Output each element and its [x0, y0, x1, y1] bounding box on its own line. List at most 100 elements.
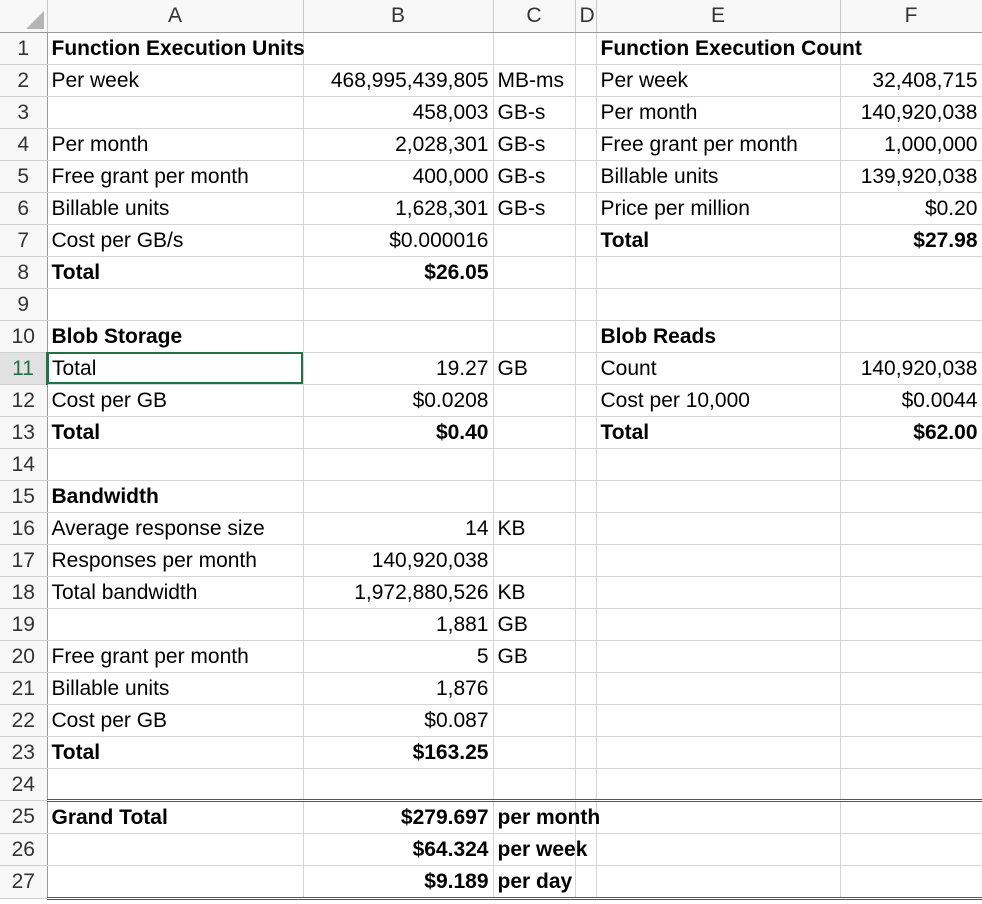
cell-c[interactable]: [493, 384, 576, 417]
row-header[interactable]: 21: [0, 672, 48, 705]
cell-b[interactable]: [303, 448, 494, 481]
cell-e[interactable]: Per month: [596, 96, 841, 129]
cell-c[interactable]: MB-ms: [493, 64, 576, 97]
cell-d[interactable]: [575, 576, 597, 609]
cell-b[interactable]: $64.324: [303, 833, 494, 866]
row-header[interactable]: 13: [0, 416, 48, 449]
cell-f[interactable]: [840, 608, 982, 641]
cell-c[interactable]: GB-s: [493, 96, 576, 129]
cell-e[interactable]: [596, 608, 841, 641]
cell-a[interactable]: Total: [47, 736, 304, 769]
cell-f[interactable]: 139,920,038: [840, 160, 982, 193]
cell-d[interactable]: [575, 480, 597, 513]
cell-b[interactable]: [303, 288, 494, 321]
row-header[interactable]: 7: [0, 224, 48, 257]
cell-f[interactable]: [840, 768, 982, 802]
cell-c[interactable]: GB-s: [493, 128, 576, 161]
cell-a[interactable]: Average response size: [47, 512, 304, 545]
cell-f[interactable]: [840, 320, 982, 353]
cell-a[interactable]: Responses per month: [47, 544, 304, 577]
cell-e[interactable]: Per week: [596, 64, 841, 97]
cell-c[interactable]: GB: [493, 608, 576, 641]
cell-a[interactable]: Total: [47, 416, 304, 449]
column-header-f[interactable]: F: [840, 0, 982, 33]
select-all-corner[interactable]: [0, 0, 48, 33]
cell-d[interactable]: [575, 64, 597, 97]
cell-c[interactable]: [493, 32, 576, 65]
cell-b[interactable]: [303, 480, 494, 513]
cell-d[interactable]: [575, 352, 597, 385]
row-header[interactable]: 16: [0, 512, 48, 545]
row-header[interactable]: 26: [0, 833, 48, 866]
cell-d[interactable]: [575, 256, 597, 289]
cell-a[interactable]: [47, 833, 304, 866]
cell-d[interactable]: [575, 160, 597, 193]
row-header[interactable]: 2: [0, 64, 48, 97]
cell-a[interactable]: Cost per GB: [47, 704, 304, 737]
column-header-c[interactable]: C: [493, 0, 576, 33]
cell-a[interactable]: [47, 448, 304, 481]
cell-c[interactable]: GB-s: [493, 192, 576, 225]
column-header-a[interactable]: A: [47, 0, 304, 33]
cell-b[interactable]: 1,972,880,526: [303, 576, 494, 609]
cell-e[interactable]: [596, 576, 841, 609]
cell-a[interactable]: Free grant per month: [47, 160, 304, 193]
cell-b[interactable]: 1,876: [303, 672, 494, 705]
cell-e[interactable]: [596, 865, 841, 900]
cell-b[interactable]: $0.087: [303, 704, 494, 737]
cell-c[interactable]: [493, 672, 576, 705]
column-header-b[interactable]: B: [303, 0, 494, 33]
cell-c[interactable]: KB: [493, 576, 576, 609]
row-header[interactable]: 15: [0, 480, 48, 513]
cell-a[interactable]: Cost per GB/s: [47, 224, 304, 257]
row-header[interactable]: 9: [0, 288, 48, 321]
cell-f[interactable]: 140,920,038: [840, 96, 982, 129]
cell-c[interactable]: per month: [493, 800, 600, 834]
cell-c[interactable]: [493, 544, 576, 577]
cell-a[interactable]: Grand Total: [47, 800, 304, 834]
cell-d[interactable]: [575, 833, 597, 866]
cell-f[interactable]: [840, 512, 982, 545]
cell-a[interactable]: Per month: [47, 128, 304, 161]
cell-b[interactable]: $26.05: [303, 256, 494, 289]
cell-a[interactable]: [47, 288, 304, 321]
cell-e[interactable]: Blob Reads: [596, 320, 841, 353]
cell-b[interactable]: $0.0208: [303, 384, 494, 417]
cell-d[interactable]: [575, 416, 597, 449]
cell-e[interactable]: [596, 544, 841, 577]
row-header[interactable]: 25: [0, 800, 48, 834]
cell-c[interactable]: GB: [493, 352, 576, 385]
row-header[interactable]: 14: [0, 448, 48, 481]
cell-c[interactable]: [493, 288, 576, 321]
cell-f[interactable]: [840, 288, 982, 321]
cell-d[interactable]: [575, 800, 597, 834]
cell-d[interactable]: [575, 640, 597, 673]
cell-e[interactable]: [596, 640, 841, 673]
cell-e[interactable]: Total: [596, 416, 841, 449]
cell-c[interactable]: per week: [493, 833, 587, 866]
cell-d[interactable]: [575, 736, 597, 769]
cell-d[interactable]: [575, 768, 597, 802]
row-header[interactable]: 19: [0, 608, 48, 641]
cell-a[interactable]: Free grant per month: [47, 640, 304, 673]
cell-f[interactable]: $27.98: [840, 224, 982, 257]
cell-f[interactable]: [840, 704, 982, 737]
cell-f[interactable]: 32,408,715: [840, 64, 982, 97]
cell-d[interactable]: [575, 448, 597, 481]
cell-b[interactable]: 14: [303, 512, 494, 545]
cell-b[interactable]: $9.189: [303, 865, 494, 900]
cell-b[interactable]: $0.40: [303, 416, 494, 449]
cell-d[interactable]: [575, 96, 597, 129]
row-header[interactable]: 3: [0, 96, 48, 129]
cell-f[interactable]: $0.20: [840, 192, 982, 225]
row-header[interactable]: 18: [0, 576, 48, 609]
cell-c[interactable]: [493, 768, 576, 802]
cell-a[interactable]: Total bandwidth: [47, 576, 304, 609]
cell-a[interactable]: Blob Storage: [47, 320, 304, 353]
cell-e[interactable]: Billable units: [596, 160, 841, 193]
cell-d[interactable]: [575, 224, 597, 257]
cell-b[interactable]: 5: [303, 640, 494, 673]
cell-a[interactable]: Total: [47, 352, 304, 385]
cell-c[interactable]: [493, 224, 576, 257]
cell-f[interactable]: [840, 544, 982, 577]
